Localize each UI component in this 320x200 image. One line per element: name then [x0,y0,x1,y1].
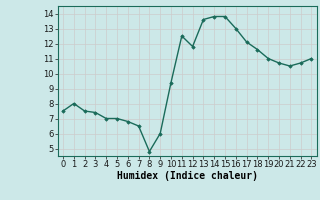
X-axis label: Humidex (Indice chaleur): Humidex (Indice chaleur) [117,171,258,181]
